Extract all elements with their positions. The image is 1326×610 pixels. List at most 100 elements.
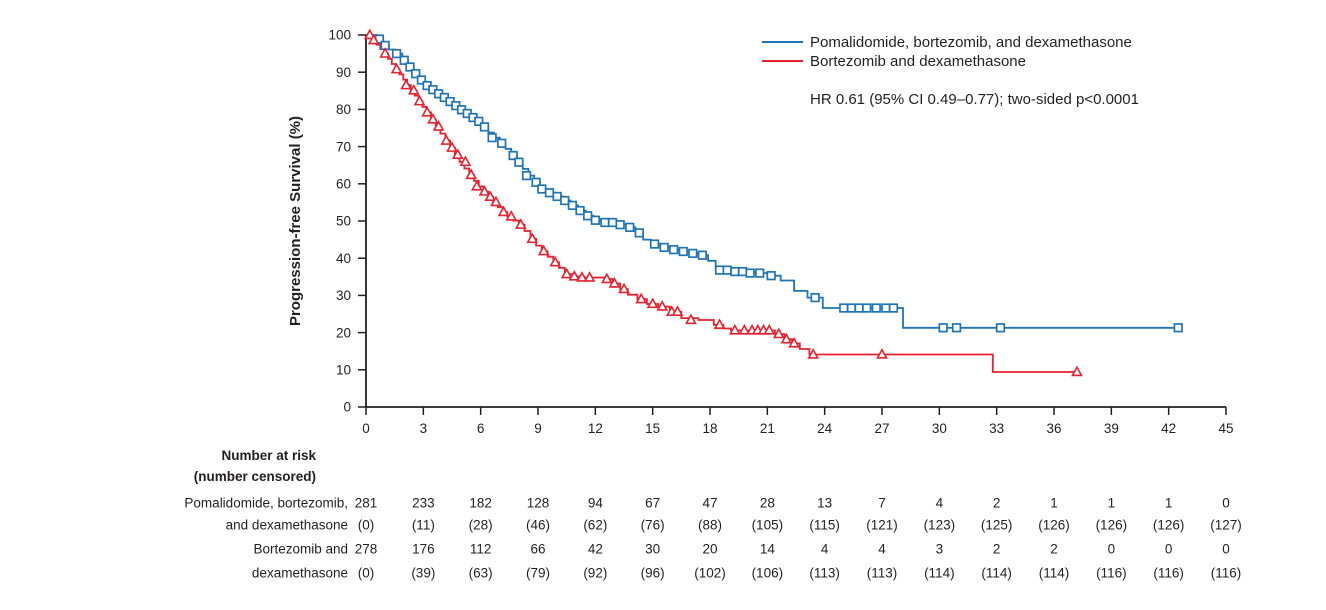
censored-value: (126) [1153, 518, 1185, 533]
censor-square [659, 242, 669, 253]
censor-square [411, 69, 421, 79]
censored-value: (11) [412, 518, 435, 533]
vd-curve [366, 34, 1077, 373]
censored-value: (121) [866, 518, 898, 533]
y-tick-label: 60 [336, 177, 351, 192]
risk-value: 3 [936, 542, 944, 557]
censor-triangle [363, 28, 376, 40]
censor-square [521, 170, 532, 181]
censor-triangle [618, 282, 630, 294]
x-tick-label: 3 [420, 421, 428, 436]
risk-value: 4 [936, 496, 944, 511]
risk-value: 112 [470, 542, 492, 557]
risk-value: 66 [530, 542, 545, 557]
legend: Pomalidomide, bortezomib, and dexamethas… [762, 34, 1132, 70]
censor-square [552, 191, 562, 202]
censor-square [544, 188, 555, 198]
censor-triangle [459, 155, 472, 167]
censor-triangle [763, 323, 776, 335]
risk-table-header: (number censored) [194, 469, 316, 484]
censor-square [995, 323, 1006, 333]
censor-square [531, 177, 541, 187]
y-axis-title: Progression-free Survival (%) [287, 116, 304, 326]
censor-square [1173, 323, 1183, 333]
censored-value: (114) [1039, 566, 1070, 581]
censor-triangle [635, 292, 648, 304]
x-tick-label: 24 [817, 421, 833, 436]
risk-value: 30 [645, 542, 660, 557]
censor-square [583, 211, 593, 221]
censor-triangle [400, 78, 412, 90]
survival-curves [366, 34, 1179, 373]
risk-value: 7 [878, 496, 886, 511]
censored-value: (0) [358, 518, 375, 533]
y-tick-label: 90 [336, 65, 351, 80]
hr-annotation: HR 0.61 (95% CI 0.49–0.77); two-sided p<… [810, 91, 1139, 108]
y-tick-label: 100 [328, 28, 351, 43]
risk-value: 176 [412, 542, 435, 557]
x-tick-label: 9 [534, 421, 542, 436]
censor-triangle [560, 267, 573, 279]
censor-square [697, 250, 708, 260]
censor-triangle [728, 323, 741, 335]
risk-row-label: dexamethasone [252, 566, 348, 581]
censor-square [737, 266, 748, 277]
x-tick-label: 0 [362, 421, 370, 436]
x-tick-label: 21 [760, 421, 775, 436]
censor-triangle [780, 332, 793, 344]
censor-triangle [484, 190, 497, 202]
risk-table-header: Number at risk [221, 448, 316, 463]
censored-value: (96) [641, 566, 665, 581]
y-tick-label: 70 [336, 139, 351, 154]
censor-square [766, 271, 776, 281]
censor-square [560, 195, 570, 206]
risk-row-label: Bortezomib and [253, 542, 348, 557]
censor-triangle [446, 141, 458, 152]
censored-value: (125) [981, 518, 1013, 533]
censor-square [871, 303, 881, 313]
censor-triangle [608, 277, 621, 288]
x-tick-label: 15 [645, 421, 660, 436]
censor-triangle [497, 205, 510, 217]
risk-value: 182 [469, 496, 492, 511]
censor-triangle [490, 195, 502, 207]
censored-value: (115) [809, 518, 840, 533]
censor-square [730, 266, 740, 277]
censor-square [938, 323, 948, 333]
censor-triangle [427, 112, 439, 124]
x-tick-label: 27 [874, 421, 889, 436]
risk-value: 2 [993, 542, 1001, 557]
censor-triangle [583, 271, 596, 282]
risk-value: 128 [527, 496, 550, 511]
censor-square [669, 244, 679, 255]
censor-square [951, 323, 962, 333]
x-tick-label: 6 [477, 421, 485, 436]
risk-value: 1 [1108, 496, 1116, 511]
censor-square [567, 200, 578, 211]
censored-value: (79) [526, 566, 550, 581]
censor-triangle [1071, 365, 1083, 377]
censored-value: (114) [981, 566, 1012, 581]
censor-triangle [713, 318, 726, 329]
censored-value: (88) [698, 518, 722, 533]
x-tick-label: 45 [1218, 421, 1233, 436]
censor-square [607, 217, 618, 228]
censor-triangle [505, 210, 518, 221]
risk-value: 2 [993, 496, 1001, 511]
risk-value: 4 [821, 542, 829, 557]
censor-square [881, 303, 891, 313]
censor-triangle [440, 134, 453, 145]
legend-label-vd: Bortezomib and dexamethasone [810, 53, 1026, 70]
censor-triangle [470, 179, 483, 191]
censor-triangle [407, 83, 420, 95]
risk-value: 4 [878, 542, 886, 557]
censor-square [839, 303, 849, 313]
censor-square [600, 217, 610, 228]
censor-triangle [413, 94, 426, 106]
censor-triangle [646, 297, 659, 309]
censor-square [714, 265, 725, 275]
censor-triangle [478, 185, 491, 196]
censor-triangle [451, 148, 464, 159]
risk-row-label: and dexamethasone [226, 518, 348, 533]
